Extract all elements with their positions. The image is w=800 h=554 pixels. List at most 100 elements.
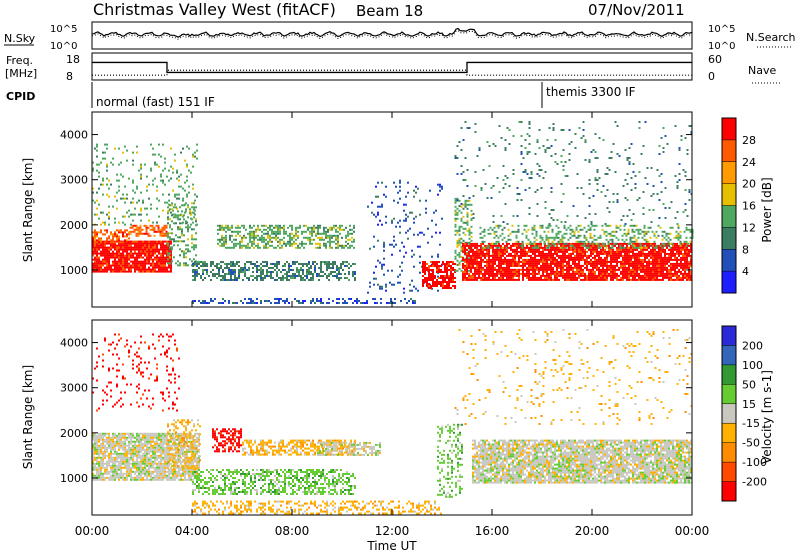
heatmap-cell bbox=[130, 242, 132, 245]
heatmap-cell bbox=[508, 264, 510, 267]
heatmap-cell bbox=[474, 254, 476, 257]
heatmap-cell bbox=[424, 279, 426, 281]
heatmap-cell bbox=[327, 236, 329, 239]
heatmap-cell bbox=[460, 219, 463, 222]
heatmap-cell bbox=[156, 240, 158, 243]
heatmap-cell bbox=[446, 263, 448, 265]
heatmap-cell bbox=[448, 279, 450, 281]
heatmap-cell bbox=[397, 275, 399, 278]
heatmap-cell bbox=[263, 246, 265, 249]
heatmap-cell bbox=[523, 224, 526, 227]
heatmap-cell bbox=[202, 273, 204, 275]
heatmap-cell bbox=[102, 246, 104, 249]
heatmap-cell bbox=[609, 234, 612, 237]
heatmap-cell bbox=[179, 240, 181, 243]
heatmap-cell bbox=[426, 279, 428, 281]
heatmap-cell bbox=[338, 279, 340, 281]
heatmap-cell bbox=[156, 250, 158, 253]
heatmap-cell bbox=[279, 228, 281, 231]
heatmap-cell bbox=[335, 230, 337, 233]
heatmap-cell bbox=[217, 238, 219, 241]
heatmap-cell bbox=[96, 145, 98, 148]
heatmap-cell bbox=[110, 270, 112, 273]
heatmap-cell bbox=[630, 250, 632, 253]
heatmap-cell bbox=[554, 270, 556, 273]
heatmap-cell bbox=[604, 268, 606, 271]
heatmap-cell bbox=[347, 234, 349, 237]
heatmap-cell bbox=[288, 263, 290, 265]
heatmap-cell bbox=[583, 234, 586, 237]
heatmap-cell bbox=[430, 277, 432, 279]
heatmap-cell bbox=[322, 271, 324, 273]
heatmap-cell bbox=[557, 236, 560, 239]
heatmap-cell bbox=[249, 230, 251, 233]
heatmap-cell bbox=[686, 258, 688, 261]
heatmap-cell bbox=[255, 244, 257, 247]
heatmap-cell bbox=[566, 266, 568, 269]
heatmap-cell bbox=[680, 278, 682, 281]
heatmap-cell bbox=[628, 264, 630, 267]
heatmap-cell bbox=[159, 230, 162, 233]
heatmap-cell bbox=[628, 276, 630, 279]
heatmap-cell bbox=[600, 272, 602, 275]
heatmap-cell bbox=[670, 250, 672, 253]
heatmap-cell bbox=[124, 254, 126, 257]
heatmap-cell bbox=[329, 236, 331, 239]
heatmap-cell bbox=[588, 242, 590, 245]
heatmap-cell bbox=[639, 228, 642, 231]
heatmap-cell bbox=[271, 240, 273, 243]
heatmap-cell bbox=[248, 277, 250, 279]
heatmap-cell bbox=[413, 265, 415, 268]
heatmap-cell bbox=[104, 262, 106, 265]
heatmap-cell bbox=[116, 233, 118, 236]
heatmap-cell bbox=[124, 246, 126, 249]
heatmap-cell bbox=[272, 267, 274, 269]
heatmap-cell bbox=[492, 262, 494, 265]
heatmap-cell bbox=[526, 276, 528, 279]
heatmap-cell bbox=[286, 275, 288, 277]
heatmap-cell bbox=[564, 264, 566, 267]
heatmap-cell bbox=[112, 241, 114, 244]
heatmap-cell bbox=[98, 246, 100, 249]
heatmap-cell bbox=[164, 258, 166, 261]
heatmap-cell bbox=[466, 251, 469, 254]
heatmap-cell bbox=[122, 246, 124, 249]
heatmap-cell bbox=[100, 266, 102, 269]
heatmap-cell bbox=[614, 254, 616, 257]
heatmap-cell bbox=[488, 252, 490, 255]
heatmap-cell bbox=[466, 229, 469, 232]
heatmap-cell bbox=[580, 264, 582, 267]
heatmap-cell bbox=[602, 252, 604, 255]
heatmap-cell bbox=[313, 228, 315, 231]
heatmap-cell bbox=[602, 250, 604, 253]
heatmap-cell bbox=[234, 277, 236, 279]
heatmap-cell bbox=[684, 266, 686, 269]
heatmap-cell bbox=[636, 242, 638, 245]
heatmap-cell bbox=[514, 260, 516, 263]
heatmap-cell bbox=[637, 232, 640, 235]
heatmap-cell bbox=[633, 236, 636, 239]
heatmap-cell bbox=[178, 175, 180, 178]
heatmap-cell bbox=[690, 260, 692, 263]
heatmap-cell bbox=[387, 269, 389, 272]
heatmap-cell bbox=[530, 272, 532, 275]
heatmap-cell bbox=[250, 261, 252, 263]
heatmap-cell bbox=[470, 276, 472, 279]
heatmap-cell bbox=[631, 224, 634, 227]
heatmap-cell bbox=[558, 260, 560, 263]
heatmap-cell bbox=[162, 268, 164, 271]
heatmap-cell bbox=[452, 273, 454, 275]
heatmap-cell bbox=[660, 252, 662, 255]
heatmap-cell bbox=[309, 238, 311, 241]
heatmap-cell bbox=[476, 266, 478, 269]
heatmap-cell bbox=[140, 262, 142, 265]
heatmap-cell bbox=[98, 241, 100, 244]
cpid-segment-1: themis 3300 IF bbox=[546, 85, 636, 99]
heatmap-cell bbox=[526, 246, 528, 249]
heatmap-cell bbox=[415, 191, 417, 194]
heatmap-cell bbox=[656, 250, 658, 253]
heatmap-cell bbox=[232, 269, 234, 271]
heatmap-cell bbox=[195, 218, 197, 221]
heatmap-cell bbox=[137, 232, 140, 235]
heatmap-cell bbox=[102, 258, 104, 261]
